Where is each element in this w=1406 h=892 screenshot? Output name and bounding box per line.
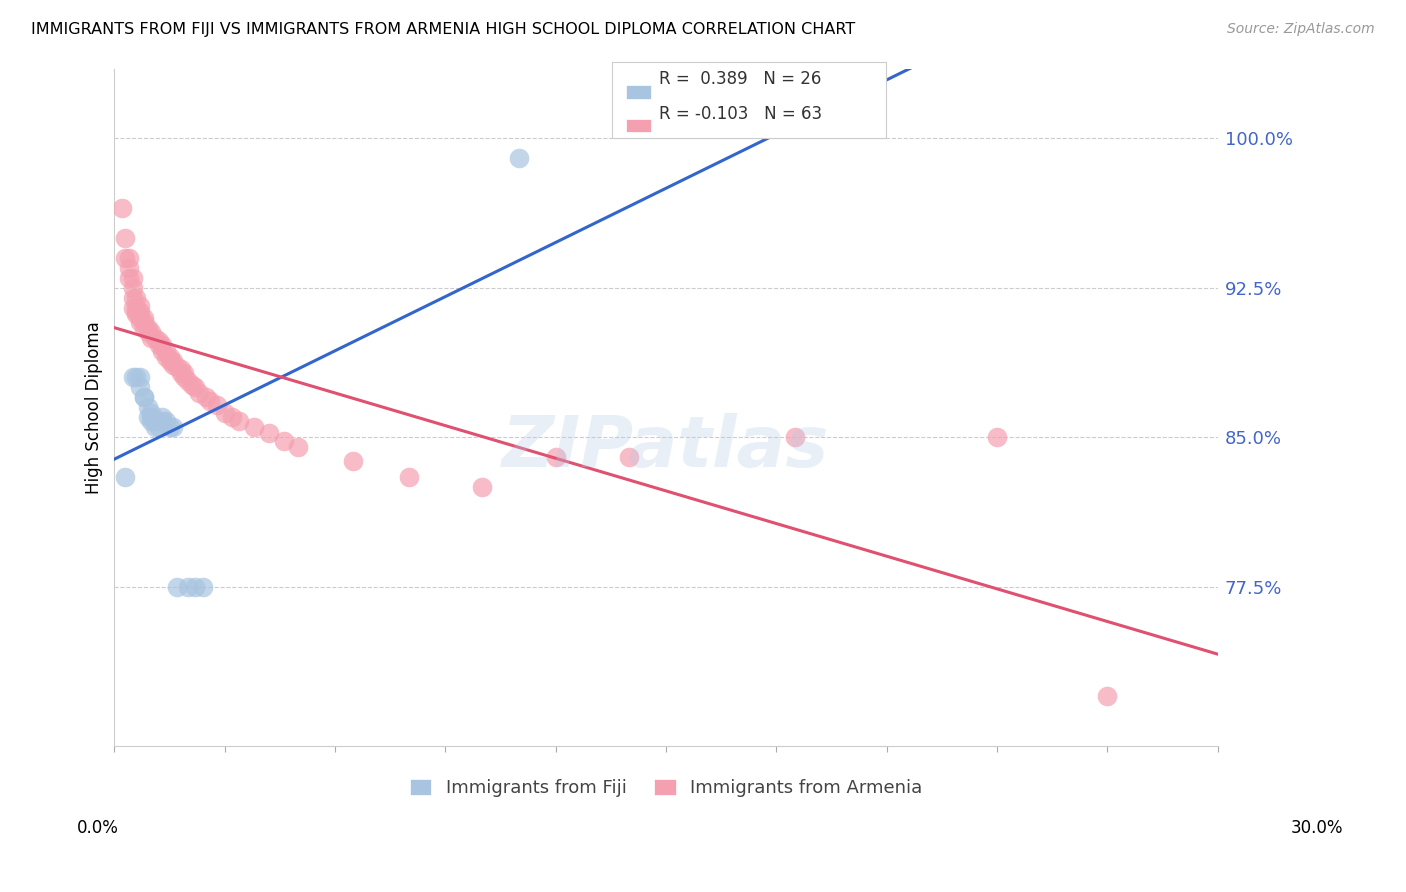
Point	[273, 434, 295, 449]
Text: R =  0.389   N = 26: R = 0.389 N = 26	[659, 70, 821, 88]
Point	[125, 291, 148, 305]
Point	[132, 390, 155, 404]
Point	[136, 320, 159, 334]
Point	[136, 401, 159, 415]
Point	[342, 454, 364, 468]
Point	[141, 414, 163, 428]
Point	[114, 251, 136, 265]
Point	[159, 420, 181, 434]
Point	[125, 304, 148, 318]
Point	[508, 151, 530, 165]
Point	[121, 270, 143, 285]
Point	[471, 480, 494, 494]
Point	[243, 420, 266, 434]
Point	[783, 430, 806, 444]
Point	[141, 325, 163, 339]
Point	[136, 410, 159, 425]
Point	[986, 430, 1008, 444]
Point	[132, 310, 155, 325]
Point	[129, 370, 152, 384]
Point	[155, 414, 177, 428]
Point	[159, 354, 181, 368]
Point	[125, 370, 148, 384]
Point	[180, 378, 202, 392]
Point	[118, 260, 141, 275]
Point	[398, 470, 420, 484]
Point	[214, 406, 236, 420]
Point	[166, 360, 188, 375]
Point	[155, 344, 177, 359]
Point	[148, 334, 170, 349]
Point	[177, 580, 200, 594]
Point	[184, 580, 207, 594]
Point	[114, 470, 136, 484]
Point	[162, 359, 184, 373]
Point	[121, 291, 143, 305]
Point	[162, 354, 184, 368]
Point	[198, 394, 221, 409]
Point	[141, 410, 163, 425]
Point	[159, 351, 181, 365]
Text: ZIPatlas: ZIPatlas	[502, 413, 830, 483]
Point	[129, 299, 152, 313]
Point	[257, 426, 280, 441]
Point	[125, 301, 148, 315]
Text: IMMIGRANTS FROM FIJI VS IMMIGRANTS FROM ARMENIA HIGH SCHOOL DIPLOMA CORRELATION : IMMIGRANTS FROM FIJI VS IMMIGRANTS FROM …	[31, 22, 855, 37]
Point	[150, 410, 173, 425]
Point	[155, 351, 177, 365]
Point	[143, 420, 166, 434]
Point	[114, 231, 136, 245]
Text: 30.0%: 30.0%	[1291, 819, 1343, 837]
Point	[166, 580, 188, 594]
Point	[173, 370, 195, 384]
Point	[148, 338, 170, 352]
Point	[195, 390, 218, 404]
Point	[121, 370, 143, 384]
Point	[619, 450, 641, 464]
Point	[188, 386, 211, 401]
Point	[132, 320, 155, 334]
Point	[129, 310, 152, 325]
Point	[221, 410, 243, 425]
Point	[121, 281, 143, 295]
Y-axis label: High School Diploma: High School Diploma	[86, 321, 103, 493]
Point	[169, 367, 191, 381]
Point	[287, 440, 309, 454]
Point	[141, 406, 163, 420]
Point	[173, 367, 195, 381]
Point	[118, 270, 141, 285]
Legend: Immigrants from Fiji, Immigrants from Armenia: Immigrants from Fiji, Immigrants from Ar…	[402, 772, 929, 805]
Point	[132, 390, 155, 404]
Point	[118, 251, 141, 265]
Point	[136, 325, 159, 339]
Point	[169, 362, 191, 376]
Point	[191, 580, 214, 594]
Point	[184, 380, 207, 394]
Point	[111, 201, 134, 215]
Point	[143, 414, 166, 428]
Point	[132, 315, 155, 329]
Point	[129, 304, 152, 318]
Point	[544, 450, 567, 464]
Point	[141, 330, 163, 344]
Point	[148, 420, 170, 434]
Point	[125, 307, 148, 321]
Point	[129, 380, 152, 394]
Text: 0.0%: 0.0%	[77, 819, 120, 837]
Point	[143, 330, 166, 344]
Point	[150, 338, 173, 352]
Point	[129, 315, 152, 329]
Point	[228, 414, 250, 428]
Text: Source: ZipAtlas.com: Source: ZipAtlas.com	[1227, 22, 1375, 37]
Point	[1097, 689, 1119, 703]
Point	[150, 344, 173, 359]
Point	[207, 398, 229, 412]
Point	[150, 414, 173, 428]
Point	[162, 420, 184, 434]
Point	[801, 121, 824, 136]
Point	[121, 301, 143, 315]
Text: R = -0.103   N = 63: R = -0.103 N = 63	[659, 105, 823, 123]
Point	[177, 375, 200, 389]
